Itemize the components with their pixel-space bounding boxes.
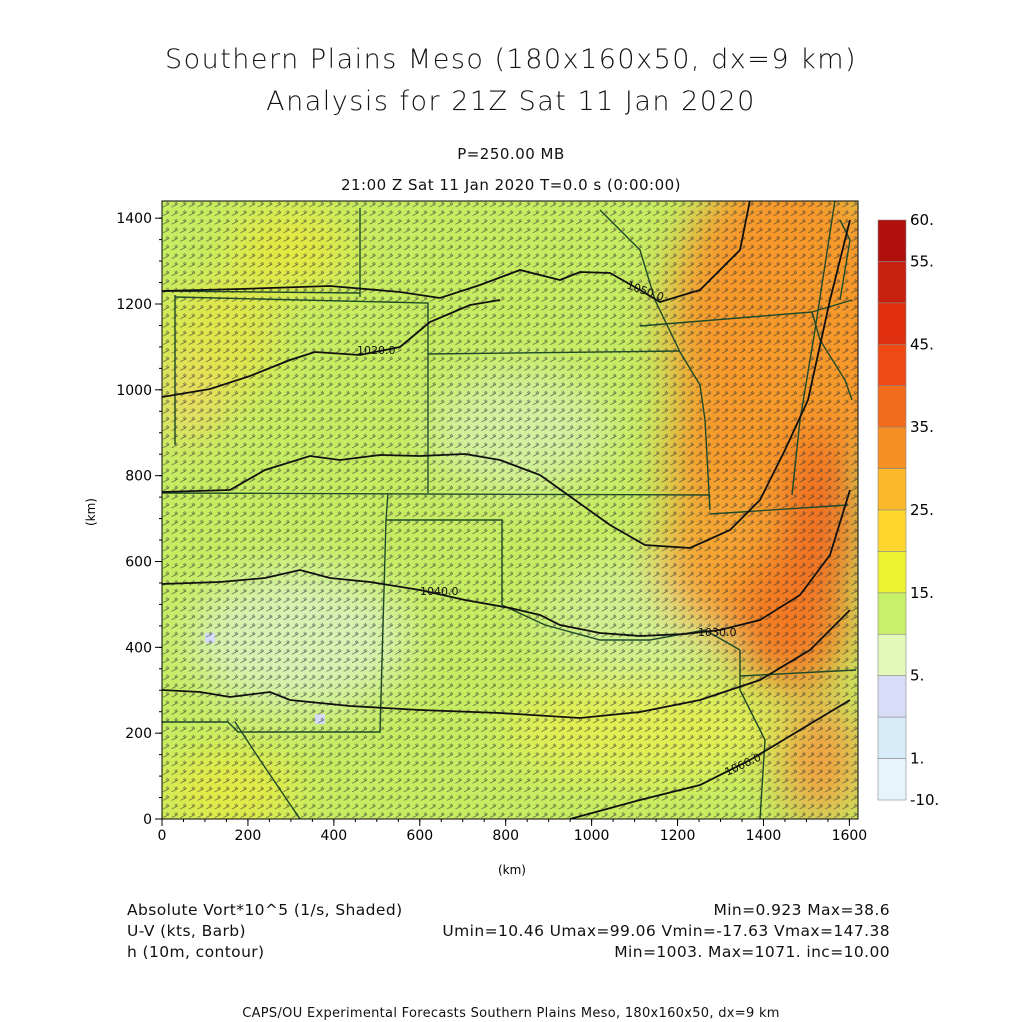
y-tick-label: 800 bbox=[125, 469, 152, 485]
title-line-1: Southern Plains Meso (180x160x50, dx=9 k… bbox=[164, 44, 858, 75]
color-bar-swatch bbox=[877, 592, 907, 635]
x-tick-label: 1400 bbox=[746, 828, 782, 844]
color-bar-label: 15. bbox=[910, 584, 934, 602]
x-tick-label: 600 bbox=[406, 828, 433, 844]
y-axis: 0 200 400 600 800 1000 1200 1400 bbox=[116, 211, 162, 828]
color-bar-label: 35. bbox=[910, 418, 934, 436]
x-tick-label: 800 bbox=[492, 828, 519, 844]
field-2-name: U-V (kts, Barb) bbox=[127, 922, 246, 940]
color-bar-swatch bbox=[877, 509, 907, 552]
y-axis-label: (km) bbox=[84, 498, 98, 526]
y-tick-label: 1200 bbox=[116, 297, 152, 313]
field-2-stats: Umin=10.46 Umax=99.06 Vmin=-17.63 Vmax=1… bbox=[442, 922, 890, 940]
x-tick-label: 200 bbox=[235, 828, 262, 844]
pressure-level: P=250.00 MB bbox=[457, 145, 565, 163]
y-tick-label: 600 bbox=[125, 555, 152, 571]
color-bar-label: 1. bbox=[910, 750, 924, 768]
field-3-name: h (10m, contour) bbox=[127, 943, 265, 961]
contour-label: 1030.0 bbox=[698, 626, 737, 639]
y-tick-label: 400 bbox=[125, 640, 152, 656]
height-contours bbox=[162, 201, 851, 819]
color-bar-swatch bbox=[877, 426, 907, 469]
color-bar-swatch bbox=[877, 468, 907, 511]
state-boundaries bbox=[162, 201, 857, 819]
x-tick-label: 1600 bbox=[832, 828, 868, 844]
x-tick-label: 400 bbox=[320, 828, 347, 844]
color-bar-swatch bbox=[877, 716, 907, 759]
contour-label: 1040.0 bbox=[420, 585, 459, 598]
color-bar-swatch bbox=[877, 551, 907, 594]
color-bar-swatch bbox=[877, 302, 907, 345]
y-tick-label: 1400 bbox=[116, 211, 152, 227]
plot-frame bbox=[161, 200, 859, 820]
color-bar-label: 5. bbox=[910, 667, 924, 685]
field-1-stats: Min=0.923 Max=38.6 bbox=[713, 901, 890, 919]
field-1-name: Absolute Vort*10^5 (1/s, Shaded) bbox=[127, 901, 403, 919]
y-tick-label: 0 bbox=[143, 812, 152, 828]
color-bar-label: 25. bbox=[910, 501, 934, 519]
x-tick-label: 1000 bbox=[574, 828, 610, 844]
y-tick-label: 200 bbox=[125, 726, 152, 742]
color-bar-label: -10. bbox=[910, 791, 939, 809]
color-bar-label: 60. bbox=[910, 211, 934, 229]
x-tick-label: 1200 bbox=[660, 828, 696, 844]
field-3-stats: Min=1003. Max=1071. inc=10.00 bbox=[614, 943, 890, 961]
color-bar-swatch bbox=[877, 633, 907, 677]
color-bar-swatch bbox=[877, 385, 907, 428]
x-tick-label: 0 bbox=[158, 828, 167, 844]
x-axis: 0 200 400 600 800 1000 1200 1400 1600 bbox=[158, 819, 868, 844]
color-bar-label: 55. bbox=[910, 252, 934, 270]
color-bar-swatch bbox=[877, 343, 907, 387]
color-bar-swatch bbox=[877, 219, 907, 262]
color-bar-swatch bbox=[877, 758, 907, 801]
color-bar-label: 45. bbox=[910, 335, 934, 353]
vorticity-shading: 1020.0 1040.0 1030.0 1060.0 1050.0 bbox=[162, 201, 858, 819]
title-line-2: Analysis for 21Z Sat 11 Jan 2020 bbox=[266, 86, 756, 117]
color-bar-swatch bbox=[877, 675, 907, 718]
color-bar-swatch bbox=[877, 261, 907, 304]
footer-credit: CAPS/OU Experimental Forecasts Southern … bbox=[242, 1006, 780, 1021]
contour-label: 1020.0 bbox=[357, 344, 396, 357]
x-axis-label: (km) bbox=[498, 863, 526, 877]
y-tick-label: 1000 bbox=[116, 383, 152, 399]
wind-barbs bbox=[162, 201, 858, 819]
valid-time: 21:00 Z Sat 11 Jan 2020 T=0.0 s (0:00:00… bbox=[340, 176, 682, 194]
color-bar: 60. 55. 45. 35. 25. 15. 5. 1. -10. bbox=[877, 211, 939, 809]
